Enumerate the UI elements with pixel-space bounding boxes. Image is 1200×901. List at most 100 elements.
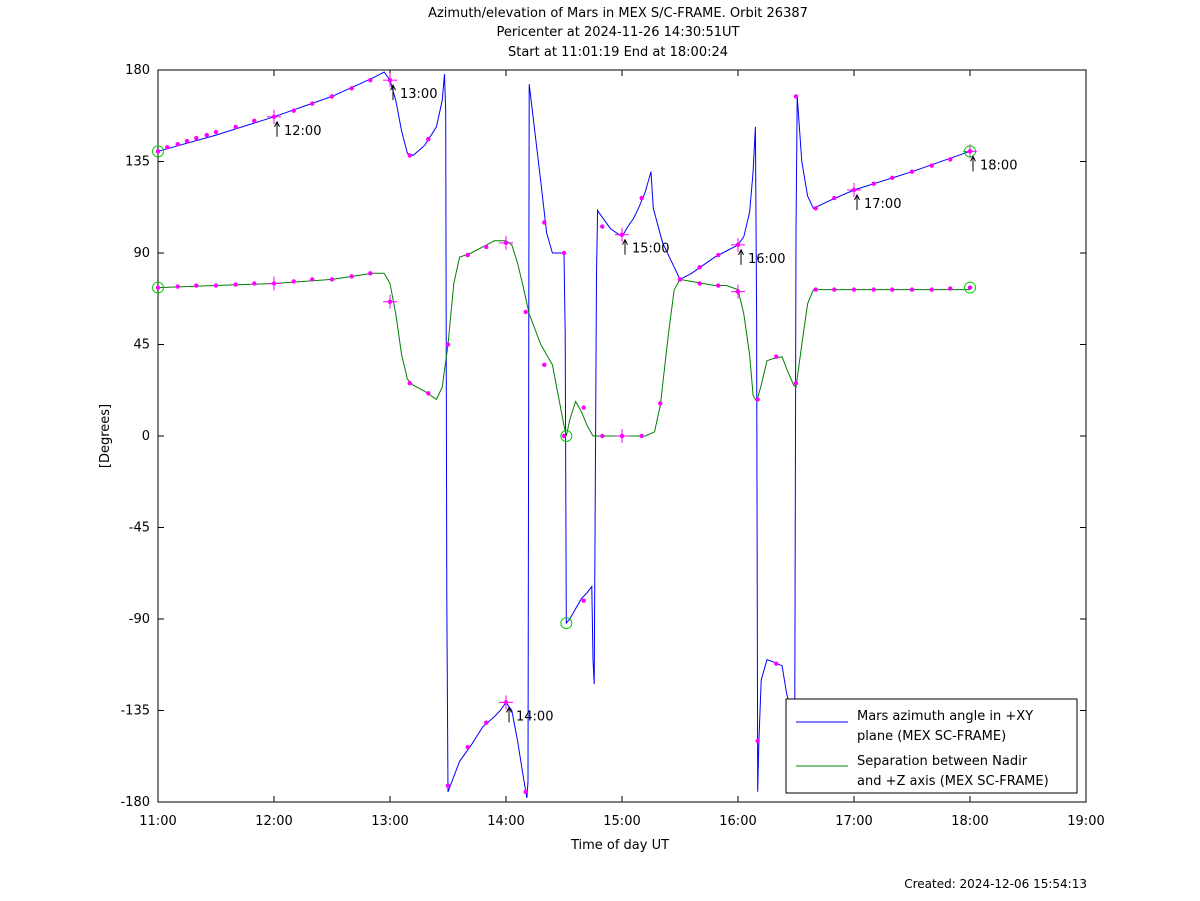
time-annotation-arrowhead <box>274 120 280 127</box>
time-annotation-arrowhead <box>970 155 976 162</box>
separation-data-point <box>639 433 644 439</box>
time-annotation-label: 12:00 <box>284 124 321 139</box>
time-annotation-arrowhead <box>738 248 744 256</box>
created-timestamp: Created: 2024-12-06 15:54:13 <box>904 877 1087 891</box>
time-annotation-label: 13:00 <box>400 87 437 102</box>
time-annotation-label: 18:00 <box>980 158 1017 173</box>
azimuth-data-point <box>600 224 605 229</box>
separation-data-point <box>832 287 837 292</box>
time-annotation-arrowhead <box>854 193 860 201</box>
separation-data-point <box>697 281 702 286</box>
separation-data-point <box>561 433 567 439</box>
y-tick-label: 135 <box>125 155 150 170</box>
separation-data-point <box>871 287 876 292</box>
separation-data-point <box>890 287 895 292</box>
azimuth-data-point <box>755 738 760 744</box>
azimuth-data-point <box>561 250 567 256</box>
y-tick-label: 180 <box>125 63 150 78</box>
separation-data-point <box>948 286 953 291</box>
azimuth-data-point <box>426 136 431 142</box>
y-tick-label: -45 <box>129 521 150 536</box>
azimuth-data-point <box>890 175 895 180</box>
x-tick-label: 13:00 <box>371 814 408 829</box>
azimuth-data-point <box>233 124 238 130</box>
endpoint-circle-marker <box>152 145 164 158</box>
separation-data-point <box>909 287 915 292</box>
endpoint-circle-marker <box>152 281 164 294</box>
azimuth-data-point <box>252 118 257 124</box>
azimuth-data-point <box>155 149 161 154</box>
x-tick-label: 16:00 <box>719 814 756 829</box>
endpoint-circle-marker <box>964 145 976 158</box>
annotation-layer: 12:00 13:00 14:00 15:00 16:00 17:00 18:00 <box>274 84 1017 724</box>
legend-label-azimuth-line-1: Mars azimuth angle in +XY <box>857 709 1033 724</box>
time-annotation-arrowhead <box>622 238 628 245</box>
separation-data-point <box>929 287 934 292</box>
endpoint-circle-marker <box>560 617 573 630</box>
azimuth-data-point <box>929 163 934 168</box>
azimuth-data-point <box>349 86 354 91</box>
legend-label-separation-line-1: Separation between Nadir <box>857 754 1028 769</box>
azimuth-data-point <box>832 195 837 201</box>
azimuth-data-point <box>368 77 373 83</box>
y-tick-label: -90 <box>129 612 150 627</box>
separation-data-point <box>445 342 451 347</box>
azimuth-data-point <box>484 720 489 725</box>
azimuth-data-point <box>948 157 953 162</box>
x-tick-label: 17:00 <box>835 814 872 829</box>
y-tick-label: 0 <box>142 429 150 444</box>
separation-data-point <box>213 283 219 288</box>
y-tick-label: 45 <box>133 338 150 353</box>
separation-data-point <box>967 285 973 290</box>
chart-title: Azimuth/elevation of Mars in MEX S/C-FRA… <box>428 6 808 60</box>
time-annotation-arrowhead <box>506 706 512 713</box>
y-tick-label: 90 <box>133 246 150 261</box>
separation-data-point <box>523 309 528 315</box>
separation-data-point <box>677 277 683 282</box>
separation-data-point <box>155 285 161 290</box>
separation-data-point <box>349 274 354 279</box>
azimuth-data-point <box>329 94 335 99</box>
azimuth-series-line <box>157 71 791 798</box>
marker-layer <box>152 73 977 795</box>
series-layer <box>157 71 971 798</box>
separation-series-line <box>157 240 970 437</box>
separation-data-point <box>368 271 373 276</box>
separation-data-point <box>329 277 335 282</box>
x-axis-label: Time of day UT <box>570 838 669 853</box>
axis-ticks: 11:00 12:00 13:00 14:00 15:00 16:00 17:00 18:00… <box>120 63 1104 829</box>
legend-box <box>785 698 1078 794</box>
x-tick-label: 14:00 <box>487 814 524 829</box>
separation-data-point <box>755 397 760 402</box>
separation-data-point <box>252 281 257 286</box>
azimuth-data-point <box>310 101 315 106</box>
time-annotation-label: 14:00 <box>516 709 553 724</box>
separation-data-point <box>465 252 470 258</box>
endpoint-circle-marker <box>560 430 573 442</box>
separation-data-point <box>291 279 296 284</box>
separation-data-point <box>716 283 721 288</box>
separation-data-point <box>426 391 431 396</box>
time-annotation-label: 17:00 <box>864 197 901 212</box>
azimuth-data-point <box>213 129 219 135</box>
azimuth-data-point <box>165 145 170 150</box>
x-tick-label: 12:00 <box>255 814 292 829</box>
azimuth-data-point <box>909 169 915 174</box>
azimuth-data-point <box>523 789 528 795</box>
y-axis-label: [Degrees] <box>98 404 113 468</box>
azimuth-data-point <box>774 661 779 666</box>
azimuth-data-point <box>175 142 180 147</box>
azimuth-data-point <box>542 220 547 225</box>
separation-data-point <box>813 287 818 292</box>
separation-data-point <box>194 283 199 288</box>
chart-title-line-1: Azimuth/elevation of Mars in MEX S/C-FRA… <box>428 6 808 21</box>
separation-data-point <box>581 405 586 410</box>
separation-data-point <box>310 277 315 282</box>
time-annotation-label: 15:00 <box>632 242 669 257</box>
azimuth-series-line <box>794 96 971 701</box>
azimuth-data-point <box>716 252 721 258</box>
x-tick-label: 15:00 <box>603 814 640 829</box>
azimuth-data-point <box>445 783 451 788</box>
separation-data-point <box>793 380 799 386</box>
separation-data-point <box>484 244 489 250</box>
